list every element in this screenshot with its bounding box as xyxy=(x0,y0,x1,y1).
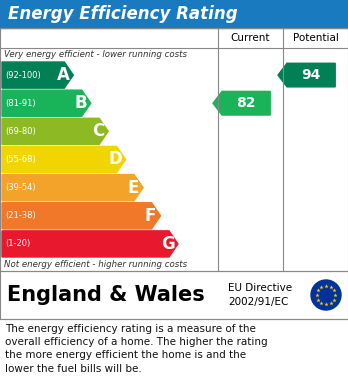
Text: (39-54): (39-54) xyxy=(5,183,35,192)
Circle shape xyxy=(311,280,341,310)
Text: 2002/91/EC: 2002/91/EC xyxy=(228,297,288,307)
Text: (69-80): (69-80) xyxy=(5,127,36,136)
Polygon shape xyxy=(2,118,108,144)
Text: (1-20): (1-20) xyxy=(5,239,30,248)
Text: F: F xyxy=(145,207,156,225)
Text: (92-100): (92-100) xyxy=(5,70,41,80)
Text: Very energy efficient - lower running costs: Very energy efficient - lower running co… xyxy=(4,50,187,59)
Polygon shape xyxy=(2,231,178,257)
Text: (55-68): (55-68) xyxy=(5,155,36,164)
Text: EU Directive: EU Directive xyxy=(228,283,292,293)
Text: Energy Efficiency Rating: Energy Efficiency Rating xyxy=(8,5,238,23)
Text: England & Wales: England & Wales xyxy=(7,285,205,305)
Text: 94: 94 xyxy=(301,68,321,82)
Text: B: B xyxy=(74,94,87,112)
Text: (81-91): (81-91) xyxy=(5,99,35,108)
Text: C: C xyxy=(92,122,104,140)
Polygon shape xyxy=(2,174,143,201)
Text: Not energy efficient - higher running costs: Not energy efficient - higher running co… xyxy=(4,260,187,269)
Polygon shape xyxy=(213,91,270,115)
Polygon shape xyxy=(2,146,126,172)
Text: 82: 82 xyxy=(236,96,256,110)
Bar xyxy=(0,271,348,319)
Polygon shape xyxy=(2,203,160,229)
Text: G: G xyxy=(161,235,175,253)
Text: D: D xyxy=(109,151,122,169)
Polygon shape xyxy=(2,90,91,116)
Text: The energy efficiency rating is a measure of the
overall efficiency of a home. T: The energy efficiency rating is a measur… xyxy=(5,324,268,373)
Text: Current: Current xyxy=(231,33,270,43)
Polygon shape xyxy=(278,63,335,87)
Bar xyxy=(0,28,348,271)
Text: A: A xyxy=(57,66,70,84)
Bar xyxy=(0,0,348,28)
Text: E: E xyxy=(127,179,139,197)
Text: (21-38): (21-38) xyxy=(5,211,36,220)
Text: Potential: Potential xyxy=(293,33,339,43)
Polygon shape xyxy=(2,62,73,88)
